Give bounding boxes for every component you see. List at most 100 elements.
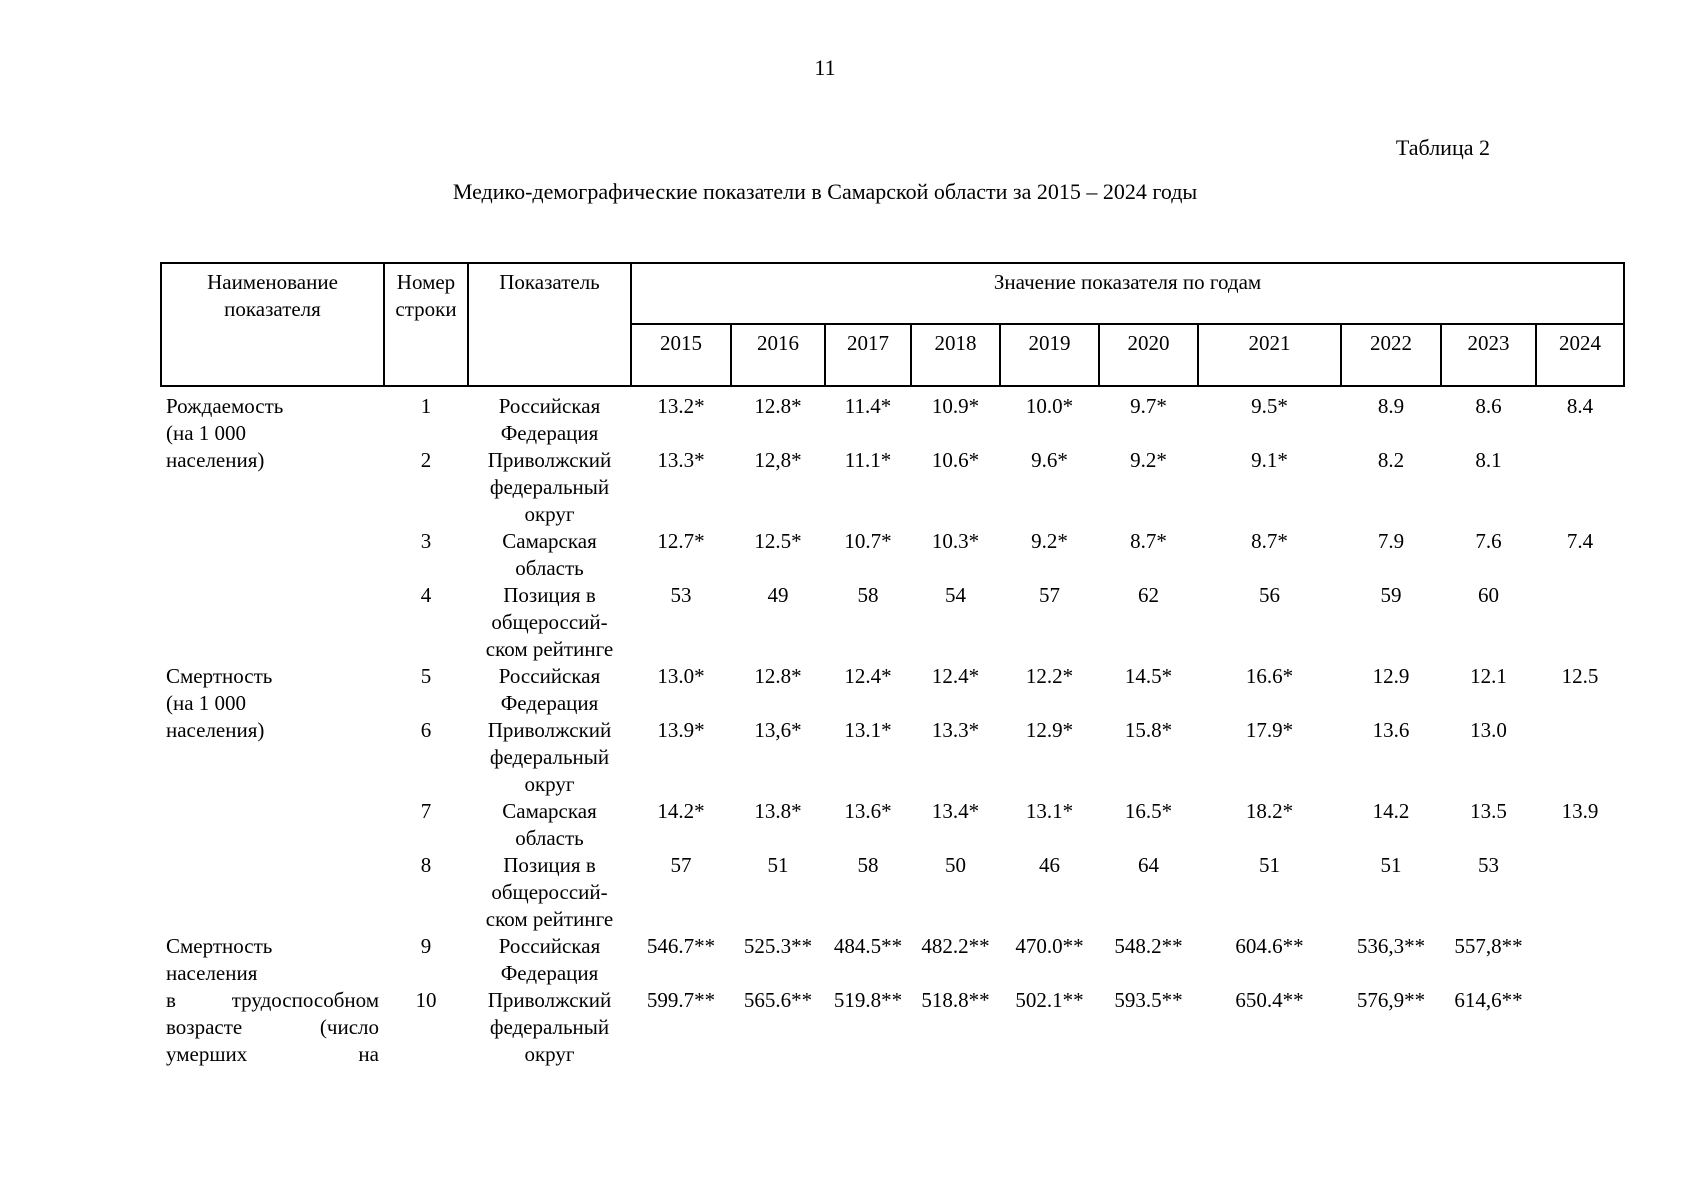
value-cell: 650.4**	[1235, 988, 1304, 1012]
value-cell: 12,8*	[754, 448, 802, 472]
value-cell: 9.2*	[1031, 529, 1068, 553]
value-cell: 548.2**	[1114, 934, 1183, 958]
year-header: 2018	[910, 323, 1001, 387]
page-number: 11	[814, 55, 836, 80]
value-cell: 51	[767, 853, 789, 877]
value-cell: 13.6	[1372, 718, 1410, 742]
year-header: 2016	[730, 323, 826, 387]
value-cell: 10.9*	[931, 394, 980, 418]
table-body: Рождаемость (на 1 000 населения) 1 Российс…	[161, 386, 1624, 1068]
value-cell: 58	[857, 853, 879, 877]
value-cell: 12.4*	[844, 664, 892, 688]
value-cell	[1536, 582, 1624, 663]
table-row: Смертность (на 1 000 населения) 5 Российск…	[161, 663, 1624, 742]
value-cell	[1536, 447, 1624, 528]
value-cell: 12.5	[1561, 664, 1599, 688]
row-number-cell: 4	[420, 583, 432, 607]
value-cell: 9.1*	[1251, 448, 1288, 472]
value-cell: 13.4*	[931, 799, 980, 823]
value-cell: 12.8*	[754, 394, 802, 418]
group-label-cell: Рождаемость (на 1 000 населения)	[166, 394, 284, 472]
value-cell: 536,3**	[1356, 934, 1426, 958]
value-cell: 614,6**	[1454, 988, 1523, 1012]
value-cell: 13,6*	[754, 718, 802, 742]
indicator-cell: Позиция в общероссий- ском рейтинге	[485, 853, 614, 931]
row-number-cell: 7	[420, 799, 432, 823]
value-cell: 16.6*	[1245, 664, 1294, 688]
year-header: 2017	[824, 323, 912, 387]
value-cell: 12.1	[1470, 664, 1507, 688]
value-cell: 18.2*	[1245, 799, 1294, 823]
indicator-cell: Приволжский федеральный округ	[487, 448, 612, 526]
value-cell: 54	[945, 583, 966, 607]
year-header: 2021	[1197, 323, 1342, 387]
value-cell: 8.9	[1377, 394, 1405, 418]
value-cell: 484.5**	[833, 934, 903, 958]
value-cell: 518.8**	[921, 988, 990, 1012]
value-cell: 50	[945, 853, 966, 877]
value-cell: 15.8*	[1124, 718, 1173, 742]
table-row: Смертность населения в трудоспособном во…	[161, 933, 1624, 1066]
value-cell: 482.2**	[921, 934, 990, 958]
page-title: Медико-демографические показатели в Сама…	[452, 179, 1198, 204]
value-cell: 13.0	[1470, 718, 1507, 742]
year-header: 2024	[1534, 323, 1626, 387]
indicators-table: Наименование показателя Номер строки Пок…	[160, 262, 1626, 1068]
value-cell: 557,8**	[1454, 934, 1523, 958]
value-cell: 546.7**	[646, 934, 716, 958]
value-cell: 57	[670, 853, 692, 877]
row-number-cell: 8	[420, 853, 432, 877]
value-cell: 13.5	[1470, 799, 1507, 823]
value-cell: 7.4	[1566, 529, 1594, 553]
year-header: 2019	[999, 323, 1100, 387]
value-cell: 12.9*	[1025, 718, 1074, 742]
value-cell: 12.2*	[1025, 664, 1074, 688]
value-cell: 12.4*	[931, 664, 980, 688]
table-row: Рождаемость (на 1 000 населения) 1 Российс…	[161, 386, 1624, 472]
value-cell: 593.5**	[1114, 988, 1183, 1012]
value-cell: 10.7*	[844, 529, 892, 553]
value-cell: 13.8*	[754, 799, 802, 823]
row-number-cell: 6	[420, 718, 432, 742]
value-cell: 53	[1478, 853, 1499, 877]
header-row-number-col: Номер строки	[383, 262, 469, 387]
table-row: 7 Самарская область 14.2* 13.8* 13.6* 13.4* 13…	[161, 798, 1624, 852]
value-cell: 10.3*	[931, 529, 980, 553]
table-row: 3 Самарская область 12.7* 12.5* 10.7* 10.3* 9.…	[161, 528, 1624, 582]
value-cell: 51	[1380, 853, 1402, 877]
value-cell	[1536, 852, 1624, 933]
value-cell: 13.3*	[657, 448, 705, 472]
value-cell	[1536, 933, 1624, 987]
value-cell: 58	[857, 583, 879, 607]
indicator-cell: Самарская область	[502, 529, 597, 580]
value-cell: 60	[1478, 583, 1499, 607]
header-row-top: Наименование показателя Номер строки Пок…	[160, 262, 1626, 387]
value-cell: 604.6**	[1235, 934, 1304, 958]
value-cell: 64	[1138, 853, 1159, 877]
value-cell: 56	[1259, 583, 1280, 607]
value-cell: 13.0*	[657, 664, 705, 688]
value-cell: 525.3**	[743, 934, 813, 958]
table-row: 2 Приволжский федеральный округ 13.3* 12,8*…	[161, 447, 1624, 528]
value-cell: 599.7**	[646, 988, 716, 1012]
value-cell: 13.1*	[1025, 799, 1074, 823]
value-cell: 8.7*	[1130, 529, 1167, 553]
table-row: 6 Приволжский федеральный округ 13.9* 13,6*…	[161, 717, 1624, 798]
value-cell: 13.2*	[657, 394, 705, 418]
value-cell: 13.9	[1561, 799, 1599, 823]
value-cell: 8.7*	[1251, 529, 1288, 553]
table-row: 10 Приволжский федеральный округ 599.7** 56…	[161, 987, 1624, 1068]
indicator-cell: Позиция в общероссий- ском рейтинге	[485, 583, 614, 661]
value-cell: 565.6**	[743, 988, 813, 1012]
value-cell: 11.1*	[844, 448, 892, 472]
indicator-cell: Самарская область	[502, 799, 597, 850]
value-cell: 576,9**	[1356, 988, 1426, 1012]
value-cell: 14.2	[1372, 799, 1410, 823]
indicator-cell: Российская Федерация	[498, 664, 601, 715]
indicator-cell: Российская Федерация	[498, 934, 601, 985]
table-row: 4 Позиция в общероссий- ском рейтинге 53 49…	[161, 582, 1624, 663]
year-header: 2015	[630, 323, 732, 387]
indicator-cell: Приволжский федеральный округ	[487, 988, 612, 1066]
row-number-cell: 3	[420, 529, 432, 553]
